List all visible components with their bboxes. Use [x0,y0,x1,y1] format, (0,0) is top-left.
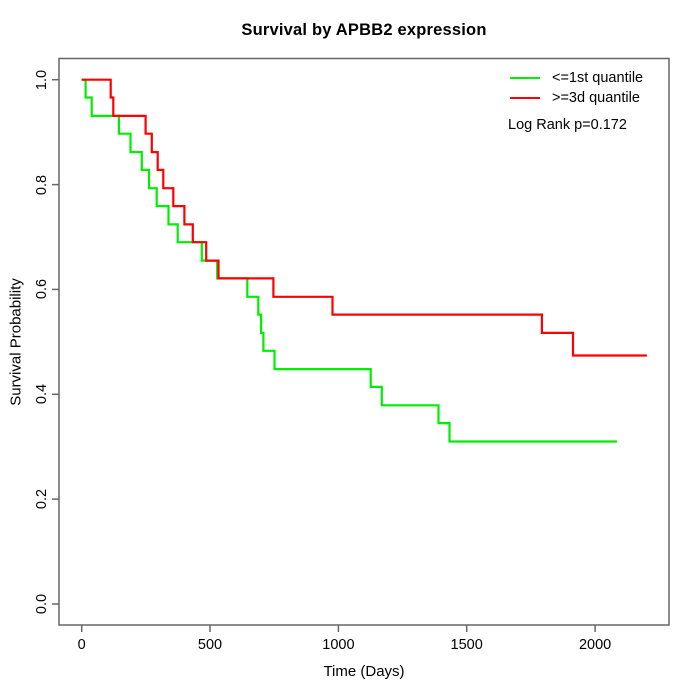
survival-curve-ge-3d-quantile [81,78,647,357]
chart-title: Survival by APBB2 expression [241,21,487,39]
legend-item-le-1st-quantile: <=1st quantile [510,68,643,88]
y-axis-label: Survival Probability [7,278,25,406]
y-tick-label: 0.8 [34,174,50,195]
y-tick-label: 1.0 [34,69,50,90]
legend-label-le-1st-quantile: <=1st quantile [552,70,644,86]
x-tick-label: 1000 [322,637,355,653]
y-tick-label: 0.4 [34,384,50,405]
log-rank-annotation: Log Rank p=0.172 [508,117,627,133]
x-tick-label: 0 [77,637,86,653]
legend-line-ge-3d-quantile-icon [510,97,540,99]
y-tick-label: 0.2 [34,489,50,510]
x-tick-label: 500 [197,637,223,653]
survival-curve-le-1st-quantile [81,78,617,443]
x-tick-label: 1500 [450,637,483,653]
survival-curves [81,78,647,443]
legend-label-ge-3d-quantile: >=3d quantile [552,90,640,106]
x-tick-label: 2000 [578,637,612,653]
x-axis-label: Time (Days) [323,663,405,680]
legend: <=1st quantile >=3d quantile [510,68,643,108]
y-tick-label: 0.6 [34,279,50,300]
legend-line-le-1st-quantile-icon [510,77,540,79]
plot-border [58,57,670,626]
legend-item-ge-3d-quantile: >=3d quantile [510,88,643,108]
y-tick-label: 0.0 [34,593,50,615]
axis-tick-marks [52,78,596,632]
